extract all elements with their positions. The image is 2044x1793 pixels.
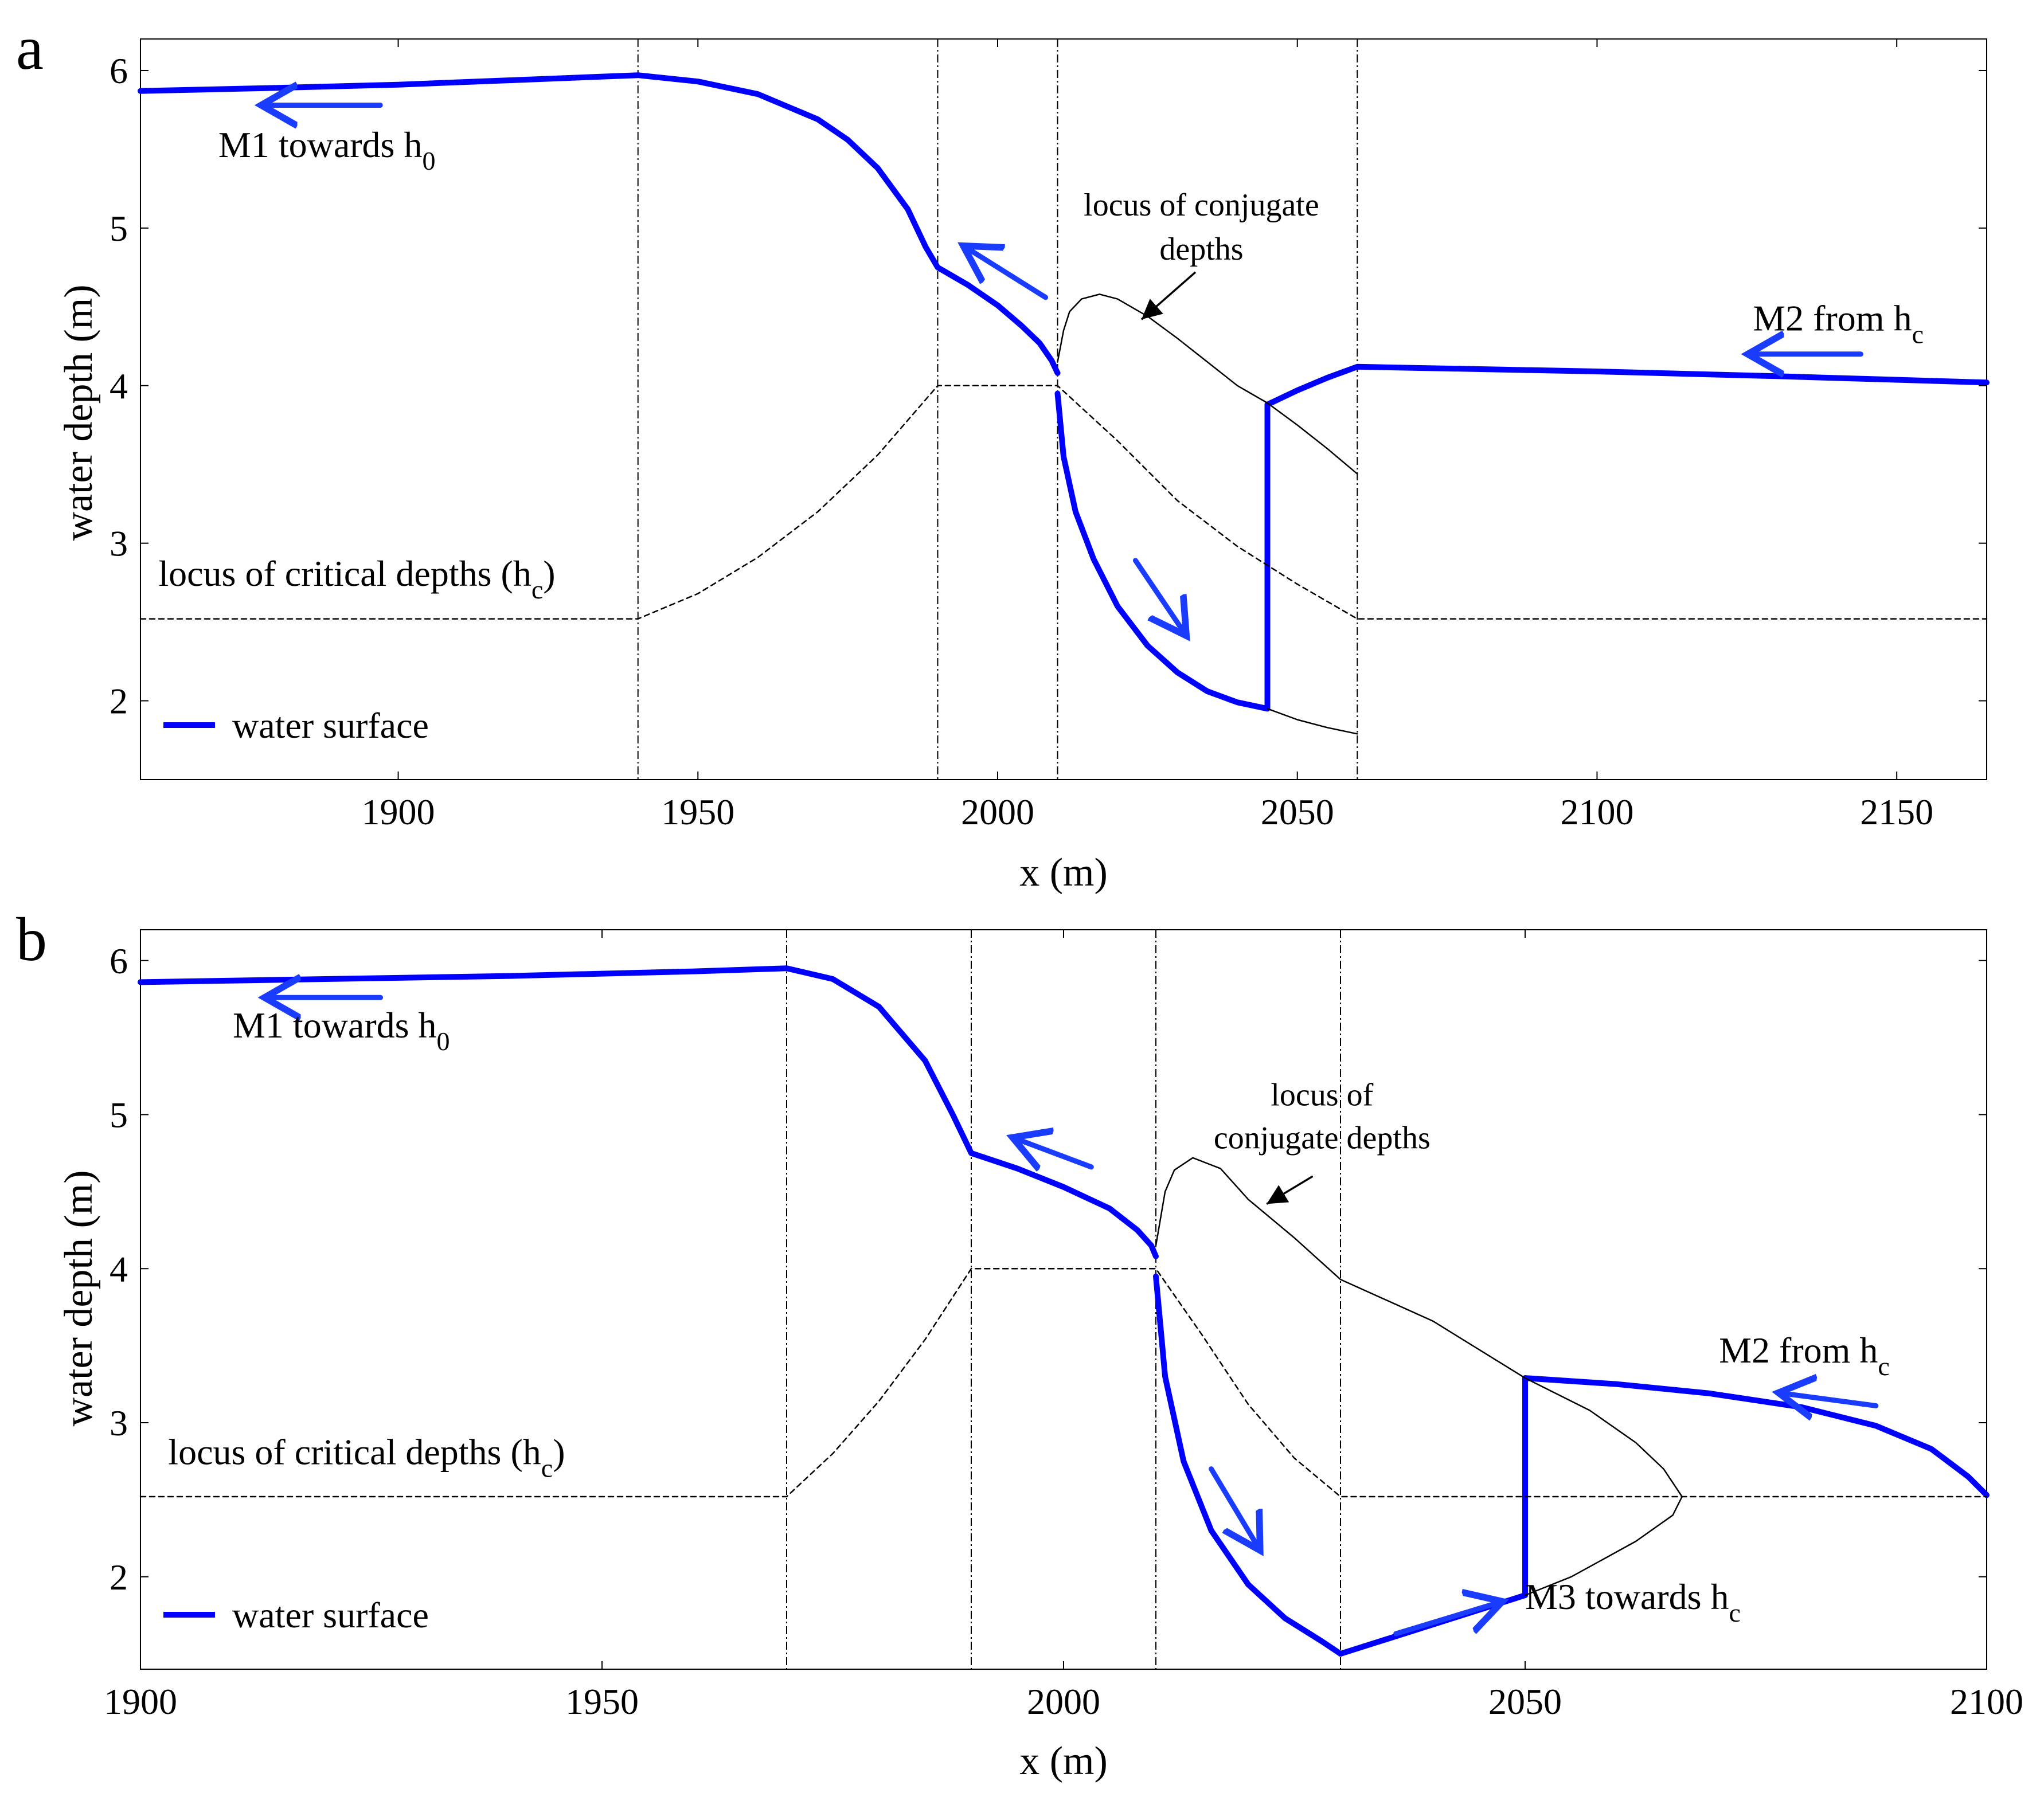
plot-a: 1900 1950 2000 2050 2100 2150 2 3 4 5 6 M1 towards … — [110, 38, 1990, 832]
y-tick-label: 4 — [110, 1248, 128, 1289]
flow-direction-arrow — [968, 249, 1049, 300]
annotation-label: M1 towards h0 — [218, 124, 436, 175]
annotation-label: locus of critical depths (hc) — [168, 1432, 565, 1483]
panel-label-a: a — [16, 14, 44, 83]
x-tick-label: 2100 — [1560, 792, 1633, 832]
conjugate-pointer-arrow — [1140, 271, 1197, 320]
annotation-label: locus of critical depths (hc) — [158, 553, 555, 604]
annotation-label: locus of — [1271, 1077, 1373, 1113]
water-surface-line — [1054, 390, 1271, 712]
x-tick-label: 2050 — [1261, 792, 1334, 832]
water-surface-line — [1153, 1273, 1343, 1657]
x-tick-label: 2100 — [1950, 1681, 2023, 1722]
legend-label: water surface — [232, 1595, 429, 1635]
plot-b: 1900 1950 2000 2050 2100 2 3 4 5 6 M1 towards h0 lo… — [104, 929, 2023, 1722]
flow-direction-arrow — [1132, 558, 1183, 632]
conjugate-depth-line — [1155, 1157, 1683, 1596]
x-tick-label: 2150 — [1860, 792, 1933, 832]
critical-depth-line — [139, 385, 1988, 620]
y-tick-label: 6 — [110, 941, 128, 981]
x-tick-label: 2000 — [961, 792, 1034, 832]
flow-direction-arrow — [1393, 1603, 1498, 1637]
x-tick-label: 1950 — [661, 792, 734, 832]
annotation-label: locus of conjugate — [1084, 187, 1319, 223]
x-axis-label-b: x (m) — [1019, 1739, 1108, 1783]
x-tick-label: 2000 — [1027, 1681, 1100, 1722]
conjugate-pointer-arrow — [1266, 1175, 1314, 1205]
y-tick-label: 6 — [110, 50, 128, 91]
flow-direction-arrow — [1784, 1393, 1879, 1406]
annotation-label: conjugate depths — [1214, 1121, 1431, 1156]
y-tick-label: 4 — [110, 366, 128, 406]
water-surface-line — [138, 965, 1159, 1259]
y-tick-label: 3 — [110, 523, 128, 564]
water-surface-line — [138, 72, 1061, 376]
y-tick-label: 2 — [110, 1557, 128, 1598]
y-tick-label: 2 — [110, 681, 128, 722]
y-axis-label-a: water depth (m) — [57, 284, 101, 541]
x-tick-label: 1900 — [362, 792, 435, 832]
x-tick-label: 1950 — [565, 1681, 639, 1722]
critical-depth-line — [139, 1268, 1988, 1498]
y-axis-label-b: water depth (m) — [57, 1170, 101, 1426]
x-tick-label: 1900 — [104, 1681, 177, 1722]
annotation-label: depths — [1159, 232, 1243, 267]
panel-label-b: b — [16, 906, 47, 974]
water-surface-line — [1522, 1375, 1990, 1498]
annotation-label: M2 from hc — [1753, 298, 1924, 349]
y-tick-label: 3 — [110, 1403, 128, 1443]
y-tick-label: 5 — [110, 1095, 128, 1136]
water-surface-line — [1264, 363, 1990, 408]
y-tick-label: 5 — [110, 208, 128, 249]
plot-frame — [140, 38, 1987, 780]
x-axis-label-a: x (m) — [1019, 851, 1108, 895]
legend-label: water surface — [232, 705, 429, 746]
chart-panel-b: b 1900 1950 2000 2050 2100 2 3 4 5 6 M1 towards h0… — [16, 906, 2023, 1783]
annotation-label: M2 from hc — [1719, 1330, 1890, 1381]
conjugate-depth-line — [1267, 708, 1358, 735]
flow-direction-arrow — [1209, 1466, 1258, 1546]
annotation-label: M3 towards hc — [1525, 1576, 1741, 1627]
conjugate-depth-line — [1057, 293, 1358, 475]
chart-panel-a: a 1900 1950 2000 2050 2100 2150 2 3 4 5 6 M1 toward… — [16, 14, 1990, 895]
flow-direction-arrow — [1018, 1140, 1094, 1167]
annotation-label: M1 towards h0 — [233, 1005, 450, 1056]
x-tick-label: 2050 — [1488, 1681, 1562, 1722]
